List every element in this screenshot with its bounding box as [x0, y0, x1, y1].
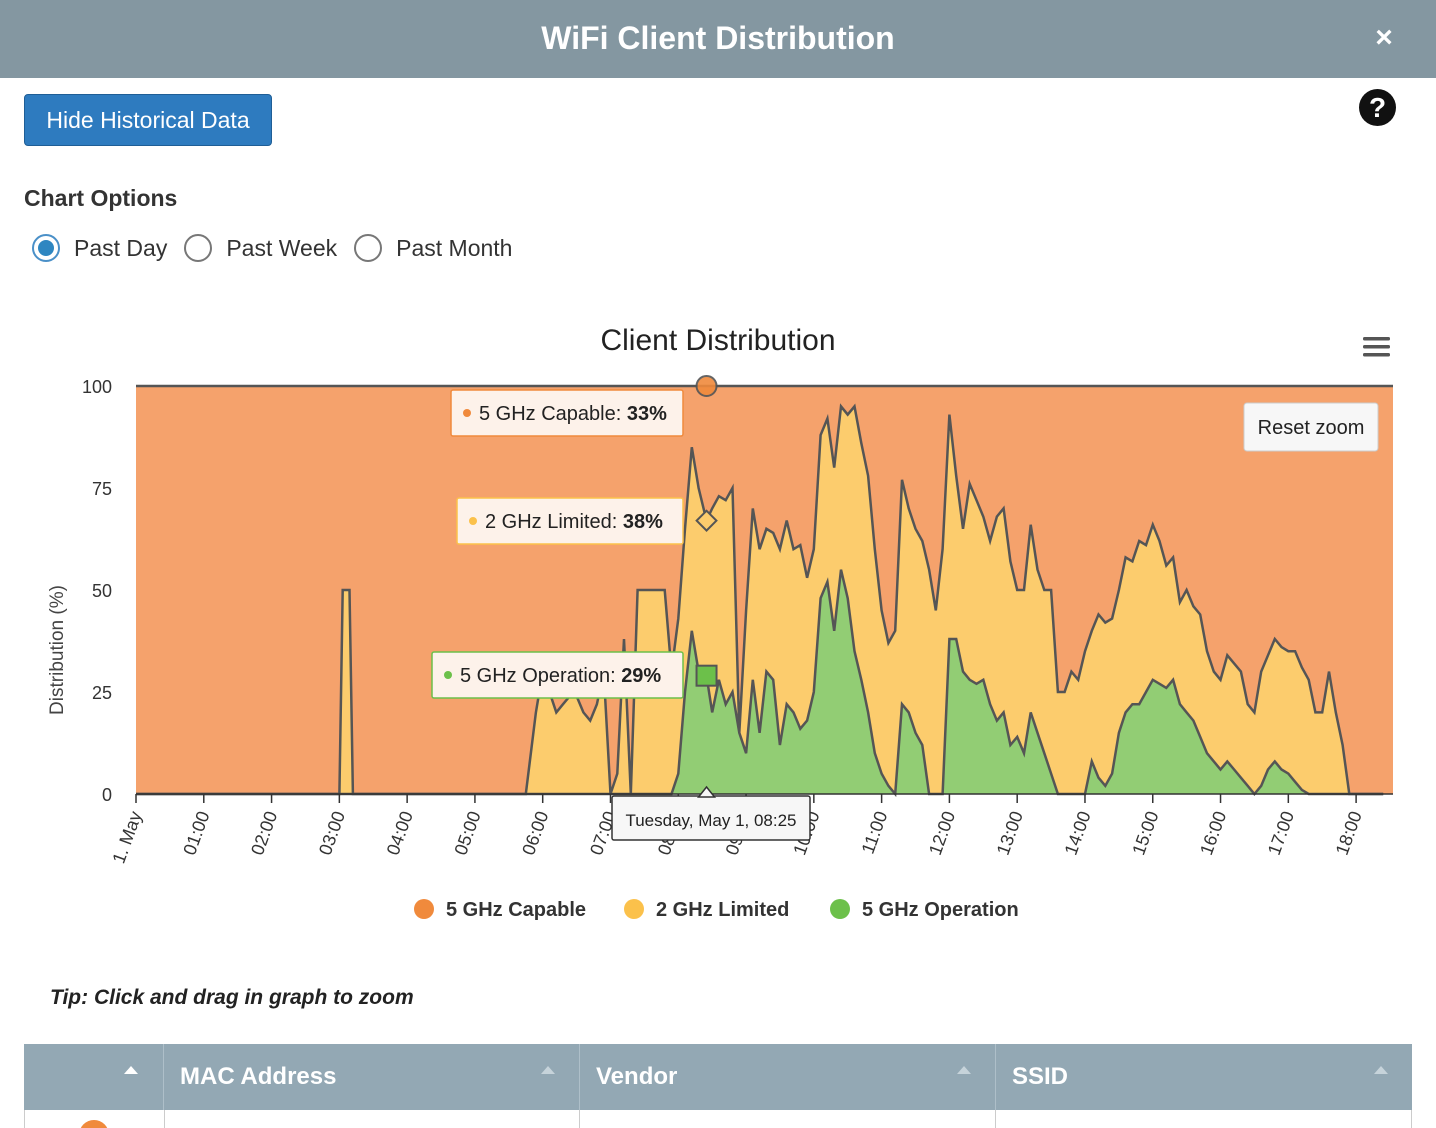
legend-marker	[830, 899, 850, 919]
x-tick-label: 03:00	[315, 809, 349, 858]
legend-label: 5 GHz Operation	[862, 899, 1019, 921]
radio-label: Past Day	[74, 234, 168, 261]
tooltip-value: 38%	[623, 511, 663, 533]
zoom-tip: Tip: Click and drag in graph to zoom	[50, 986, 414, 1009]
x-tick-label: 11:00	[858, 809, 892, 857]
legend-item[interactable]: 5 GHz Capable	[414, 899, 586, 921]
series-5ghz-operation-area	[136, 569, 1384, 794]
legend-marker	[624, 899, 644, 919]
tooltip-series-name: 2 GHz Limited:	[485, 511, 623, 533]
x-tick-label: 12:00	[925, 809, 959, 858]
y-tick-label: 0	[102, 785, 112, 805]
radio-past-month[interactable]: Past Month	[354, 234, 512, 262]
sort-icon[interactable]	[541, 1066, 555, 1074]
tooltip-text: 2 GHz Limited: 38%	[485, 511, 663, 533]
client-distribution-chart[interactable]: Client Distribution 0 25 50 75 100 1. May 01:0…	[0, 310, 1436, 950]
column-header-mac[interactable]: MAC Address	[164, 1044, 580, 1110]
chart-areas	[136, 384, 1393, 798]
dialog-title: WiFi Client Distribution	[541, 20, 895, 56]
x-tick-label: 16:00	[1196, 809, 1230, 858]
radio-past-week[interactable]: Past Week	[184, 234, 337, 262]
legend-item[interactable]: 2 GHz Limited	[624, 899, 789, 921]
chart-tooltip: 5 GHz Capable: 33% 2 GHz Limited: 38% 5 GH…	[431, 375, 811, 841]
hide-historical-data-button[interactable]: Hide Historical Data	[24, 94, 272, 146]
y-tick-label: 50	[92, 581, 112, 601]
tooltip-box	[456, 497, 684, 545]
hover-marker-operation	[695, 664, 718, 687]
legend-item[interactable]: 5 GHz Operation	[830, 899, 1019, 921]
y-tick-label: 25	[92, 683, 112, 703]
legend-marker	[414, 899, 434, 919]
hover-marker-limited	[695, 509, 718, 532]
chart-legend: 5 GHz Capable 2 GHz Limited 5 GHz Operatio…	[414, 899, 1019, 921]
y-tick-label: 75	[92, 479, 112, 499]
capable-status-dot	[79, 1120, 109, 1128]
radio-label: Past Month	[396, 234, 513, 261]
radio-button[interactable]	[184, 234, 213, 262]
range-radio-group: Past Day Past Week Past Month	[32, 234, 529, 262]
sort-asc-icon[interactable]	[124, 1066, 138, 1074]
x-tick-label: 06:00	[518, 809, 552, 858]
chart-title: Client Distribution	[600, 324, 835, 357]
tooltip-text: 5 GHz Capable: 33%	[479, 403, 667, 425]
x-tick-label: 04:00	[383, 809, 417, 858]
tooltip-series-dot	[463, 409, 471, 417]
sort-icon[interactable]	[1374, 1066, 1388, 1074]
x-tick-label: 05:00	[450, 809, 484, 858]
tooltip-value: 33%	[627, 403, 667, 425]
table-cell	[580, 1110, 996, 1128]
radio-past-day[interactable]: Past Day	[32, 234, 167, 262]
x-tooltip-pointer	[696, 785, 717, 798]
sort-icon[interactable]	[957, 1066, 971, 1074]
chart-svg[interactable]: Client Distribution 0 25 50 75 100 1. May 01:0…	[0, 310, 1436, 950]
tooltip-series-dot	[469, 517, 477, 525]
x-tick-label: 13:00	[993, 809, 1027, 858]
table-row[interactable]	[24, 1110, 1412, 1128]
tooltip-text: 5 GHz Operation: 29%	[460, 665, 661, 687]
x-tick-label: 14:00	[1061, 809, 1095, 858]
tooltip-box	[431, 651, 684, 699]
legend-label: 2 GHz Limited	[656, 899, 789, 921]
column-header-ssid[interactable]: SSID	[996, 1044, 1412, 1110]
x-tick-label: 01:00	[179, 809, 213, 858]
legend-label: 5 GHz Capable	[446, 899, 586, 921]
x-tick-label: 02:00	[247, 809, 281, 858]
series-2ghz-limited-line	[136, 403, 1384, 796]
tooltip-box	[450, 389, 684, 437]
hover-marker-capable	[695, 375, 718, 397]
tooltip-series-name: 5 GHz Operation:	[460, 665, 621, 687]
tooltip-series-dot	[444, 671, 452, 679]
x-tick-label: 15:00	[1128, 809, 1162, 858]
y-tick-label: 100	[82, 377, 112, 397]
chart-options-title: Chart Options	[24, 185, 178, 211]
tooltip-series-name: 5 GHz Capable:	[479, 403, 627, 425]
table-cell	[25, 1110, 165, 1128]
close-icon[interactable]: ×	[1375, 21, 1393, 54]
series-2ghz-limited-area	[136, 406, 1384, 794]
tooltip-value: 29%	[621, 665, 661, 687]
x-tick-label: 17:00	[1264, 809, 1298, 858]
column-label: SSID	[1012, 1063, 1069, 1090]
y-axis-label: Distribution (%)	[47, 585, 68, 715]
radio-button[interactable]	[32, 234, 60, 262]
table-cell	[996, 1110, 1411, 1128]
reset-zoom-button[interactable]: Reset zoom	[1243, 402, 1379, 452]
table-cell	[165, 1110, 581, 1128]
help-icon[interactable]: ?	[1359, 89, 1396, 126]
column-label: Vendor	[596, 1063, 678, 1090]
column-header-vendor[interactable]: Vendor	[580, 1044, 996, 1110]
radio-label: Past Week	[226, 234, 338, 261]
hamburger-menu-icon[interactable]	[1363, 337, 1390, 357]
clients-table-header: MAC Address Vendor SSID	[24, 1044, 1412, 1110]
radio-button[interactable]	[354, 234, 383, 262]
column-label: MAC Address	[180, 1063, 337, 1090]
column-header-type[interactable]	[24, 1044, 164, 1110]
dialog-header: WiFi Client Distribution ×	[0, 0, 1436, 78]
reset-zoom-label: Reset zoom	[1258, 417, 1365, 439]
x-tick-label: 18:00	[1332, 809, 1366, 858]
x-tooltip-text: Tuesday, May 1, 08:25	[625, 811, 796, 830]
x-tick-label: 1. May	[108, 809, 145, 867]
